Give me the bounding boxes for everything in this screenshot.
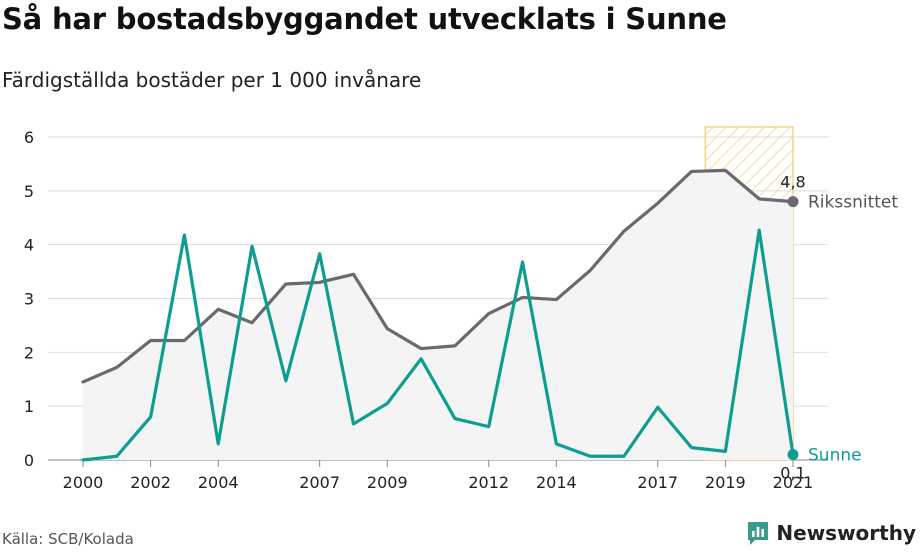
y-tick-label: 6 xyxy=(24,128,34,147)
series-label-sunne: Sunne xyxy=(808,446,862,466)
x-tick-label: 2000 xyxy=(63,473,104,492)
end-value-rikssnittet: 4,8 xyxy=(780,173,805,192)
y-tick-label: 1 xyxy=(24,397,34,416)
axes: 0 1 2 3 4 5 6 2000 2002 2004 2007 2009 2012 2014 2017 2… xyxy=(24,128,814,492)
x-tick-label: 2012 xyxy=(468,473,509,492)
x-tick-label: 2014 xyxy=(536,473,577,492)
end-marker-sunne xyxy=(787,449,799,461)
series-label-rikssnittet: Rikssnittet xyxy=(808,193,898,213)
x-tick-label: 2021 xyxy=(773,473,814,492)
series-line-rikssnittet xyxy=(81,168,795,384)
x-tick-label: 2007 xyxy=(299,473,340,492)
chart-title: Så har bostadsbyggandet utvecklats i Sun… xyxy=(2,2,727,36)
series-line-sunne xyxy=(81,228,795,462)
end-marker-rikssnittet xyxy=(787,196,799,208)
series-lines xyxy=(81,168,799,462)
x-tick-label: 2017 xyxy=(637,473,678,492)
newsworthy-logo-icon xyxy=(748,522,769,545)
y-tick-label: 3 xyxy=(24,290,34,309)
y-tick-label: 0 xyxy=(24,451,34,470)
x-tick-label: 2019 xyxy=(705,473,746,492)
brand-name: Newsworthy xyxy=(776,521,916,545)
y-tick-label: 4 xyxy=(24,236,34,255)
source-note: Källa: SCB/Kolada xyxy=(2,530,134,548)
x-tick-label: 2004 xyxy=(198,473,239,492)
x-tick-label: 2009 xyxy=(367,473,408,492)
area-rikssnittet xyxy=(83,170,793,461)
y-tick-label: 5 xyxy=(24,182,34,201)
brand-logo: Newsworthy xyxy=(746,520,916,546)
end-value-sunne: 0,1 xyxy=(780,464,805,483)
chart-subtitle: Färdigställda bostäder per 1 000 invånar… xyxy=(2,68,422,92)
y-tick-label: 2 xyxy=(24,343,34,362)
x-tick-label: 2002 xyxy=(130,473,171,492)
area-fill xyxy=(83,170,793,461)
